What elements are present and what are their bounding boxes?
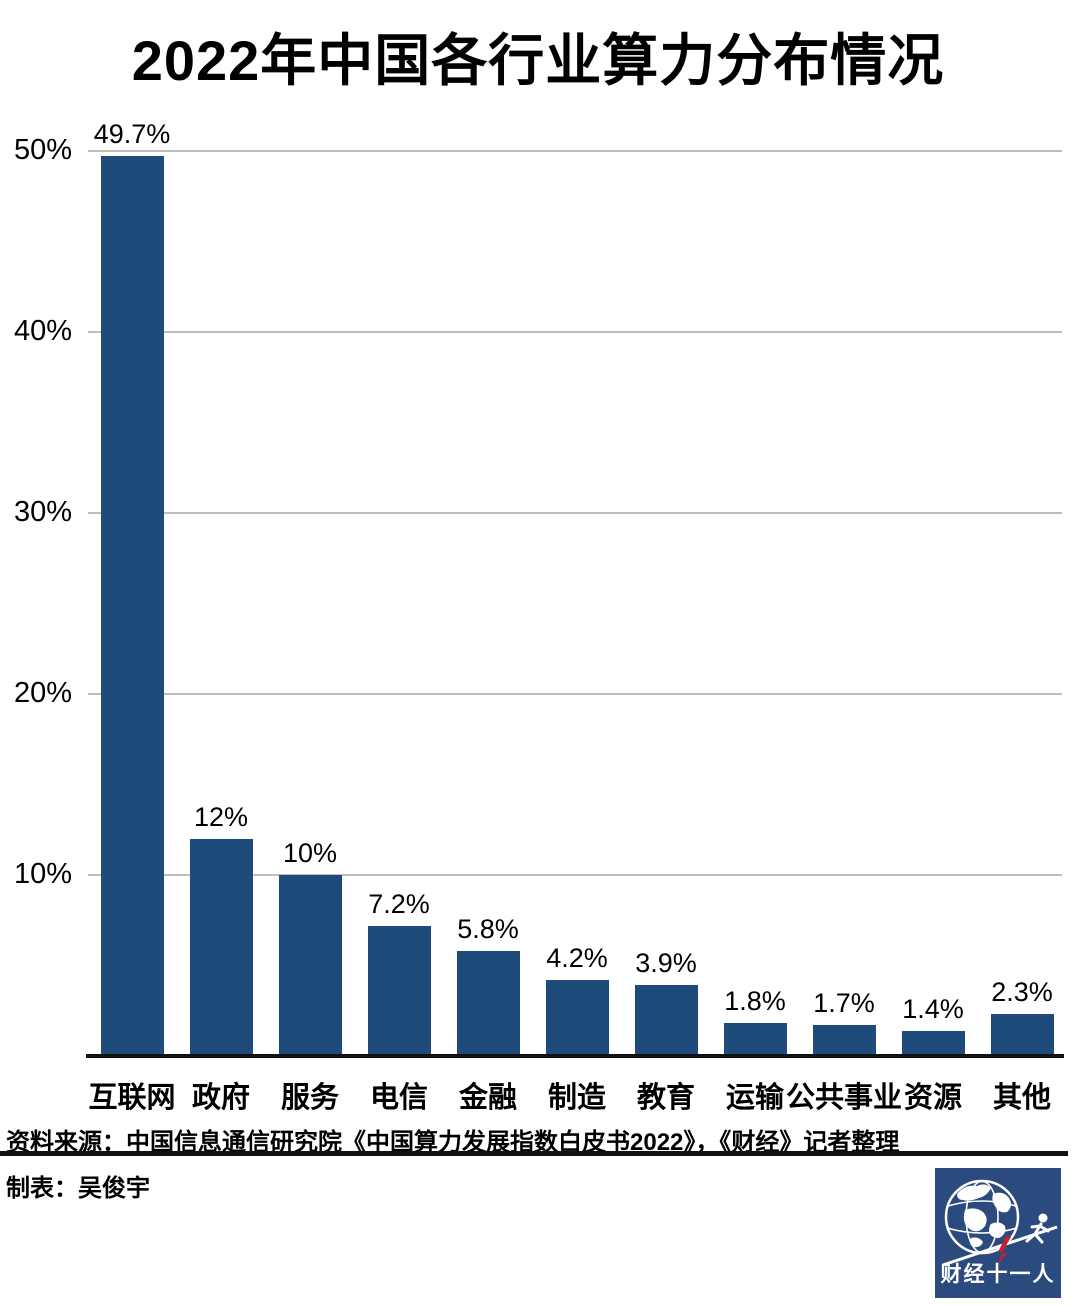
- bar-value-label: 10%: [282, 838, 338, 868]
- category-label: 制造: [547, 1082, 606, 1114]
- bar: [545, 980, 609, 1056]
- bar: [367, 926, 431, 1056]
- bar-value-label: 5.8%: [457, 914, 519, 944]
- bar-value-label: 12%: [193, 802, 249, 832]
- pole-icon: [942, 1225, 1058, 1267]
- y-tick-label: 50%: [13, 134, 72, 166]
- category-label: 资源: [903, 1082, 962, 1114]
- gridline: [88, 512, 1062, 514]
- y-tick-label: 20%: [13, 677, 72, 709]
- category-label: 政府: [191, 1082, 250, 1114]
- bar-value-label: 2.3%: [991, 977, 1053, 1007]
- bar-value-label: 1.8%: [724, 986, 786, 1016]
- bar: [723, 1023, 787, 1056]
- x-axis-line: [86, 1054, 1064, 1058]
- globe-landmass: [957, 1184, 1012, 1248]
- category-label: 教育: [636, 1082, 695, 1114]
- category-label: 金融: [458, 1082, 517, 1114]
- y-tick-label: 10%: [13, 858, 72, 890]
- category-label: 运输: [725, 1082, 784, 1114]
- logo-text: 财经十一人: [941, 1262, 1056, 1286]
- lightning-icon: [996, 1236, 1011, 1267]
- bar-value-label: 49.7%: [93, 119, 171, 149]
- chart-title: 2022年中国各行业算力分布情况: [131, 29, 945, 92]
- bar-value-label: 3.9%: [635, 948, 697, 978]
- bar-value-label: 1.7%: [813, 988, 875, 1018]
- bar-value-label: 4.2%: [546, 943, 608, 973]
- bar: [189, 839, 253, 1056]
- gridline: [88, 693, 1062, 695]
- caijing-eleven-logo: 财经十一人: [935, 1168, 1061, 1298]
- bar: [100, 156, 164, 1056]
- bar: [990, 1014, 1054, 1056]
- category-label: 电信: [369, 1082, 428, 1114]
- gridline: [88, 874, 1062, 876]
- category-label: 其他: [992, 1082, 1051, 1114]
- runner-icon: [1025, 1213, 1050, 1244]
- bar: [901, 1031, 965, 1056]
- bar: [456, 951, 520, 1056]
- category-label: 互联网: [88, 1082, 176, 1114]
- divider-rule: [0, 1151, 1068, 1156]
- gridline: [88, 150, 1062, 152]
- bar: [812, 1025, 876, 1056]
- category-label: 公共事业: [785, 1082, 902, 1114]
- category-label: 服务: [280, 1082, 339, 1114]
- bar-value-label: 1.4%: [902, 994, 964, 1024]
- bar: [278, 875, 342, 1056]
- y-tick-label: 40%: [13, 315, 72, 347]
- bar: [634, 985, 698, 1056]
- bar-value-label: 7.2%: [368, 889, 430, 919]
- gridline: [88, 331, 1062, 333]
- y-tick-label: 30%: [13, 496, 72, 528]
- chart-author: 制表：吴俊宇: [6, 1175, 150, 1202]
